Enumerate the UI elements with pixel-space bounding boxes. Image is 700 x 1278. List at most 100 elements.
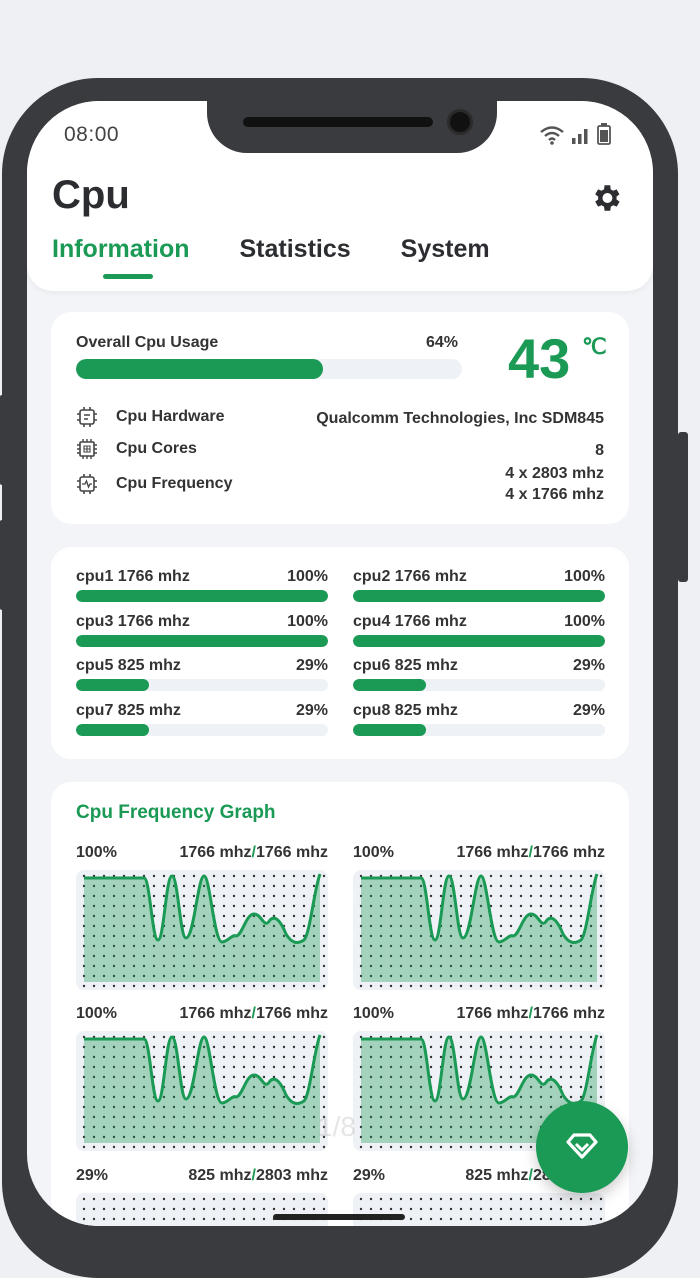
screen: 08:00 Cpu xyxy=(27,101,653,1226)
tab-information[interactable]: Information xyxy=(52,235,190,263)
chip-icon xyxy=(77,407,97,427)
core-percent: 100% xyxy=(287,568,328,585)
core-percent: 29% xyxy=(295,702,328,719)
graph-max-frequency: 1766 mhz xyxy=(255,1005,328,1022)
graph-current-frequency: 1766 mhz xyxy=(179,844,252,861)
frequency-graph-card: Cpu Frequency Graph 100% 1766 mhz/1766 m… xyxy=(51,782,629,1226)
core-percent: 29% xyxy=(572,657,605,674)
graph-separator: / xyxy=(528,1005,533,1022)
battery-icon xyxy=(597,123,611,145)
front-camera xyxy=(447,109,473,135)
core-bar xyxy=(76,635,328,647)
frequency-sparkline xyxy=(76,1031,328,1151)
core-name: cpu5 825 mhz xyxy=(76,657,181,674)
graph-percent: 100% xyxy=(353,844,394,861)
graph-percent: 100% xyxy=(353,1005,394,1022)
frequency-icon xyxy=(77,474,97,494)
graph-current-frequency: 825 mhz xyxy=(465,1167,529,1184)
graph-current-frequency: 825 mhz xyxy=(188,1167,252,1184)
graph-current-frequency: 1766 mhz xyxy=(456,1005,529,1022)
temperature: 43 xyxy=(508,327,571,390)
cores-value: 8 xyxy=(595,442,604,459)
graph-separator: / xyxy=(528,1167,533,1184)
graph-current-frequency: 1766 mhz xyxy=(179,1005,252,1022)
cores-card: cpu1 1766 mhz 100% cpu2 1766 mhz 100% cp… xyxy=(51,547,629,759)
graph-percent: 100% xyxy=(76,844,117,861)
core-percent: 29% xyxy=(572,702,605,719)
hardware-value: Qualcomm Technologies, Inc SDM845 xyxy=(316,410,604,427)
frequency-sparkline xyxy=(353,1031,605,1151)
power-button xyxy=(678,432,688,582)
frequency-value-2: 4 x 1766 mhz xyxy=(505,486,604,503)
frequency-sparkline xyxy=(353,870,605,990)
graph-separator: / xyxy=(251,1167,256,1184)
core-name: cpu6 825 mhz xyxy=(353,657,458,674)
speaker xyxy=(243,117,433,127)
core-bar-fill xyxy=(76,679,150,691)
diamond-icon xyxy=(566,1133,598,1159)
graph-frequency: 1766 mhz/1766 mhz xyxy=(456,1005,605,1023)
frequency-sparkline xyxy=(76,1193,328,1226)
frequency-label: Cpu Frequency xyxy=(116,475,233,492)
usage-bar xyxy=(76,359,462,379)
premium-button[interactable] xyxy=(536,1101,628,1193)
core-bar xyxy=(76,724,328,736)
active-tab-indicator xyxy=(103,274,153,279)
cores-icon xyxy=(77,439,97,459)
core-name: cpu4 1766 mhz xyxy=(353,613,467,630)
frequency-value: 4 x 2803 mhz 4 x 1766 mhz xyxy=(505,463,604,505)
hardware-label: Cpu Hardware xyxy=(116,408,225,425)
core-percent: 100% xyxy=(287,613,328,630)
camera-notch xyxy=(207,101,497,153)
frequency-value-1: 4 x 2803 mhz xyxy=(505,465,604,482)
core-bar-fill xyxy=(353,635,605,647)
core-bar xyxy=(353,635,605,647)
core-bar-fill xyxy=(76,635,328,647)
core-name: cpu1 1766 mhz xyxy=(76,568,190,585)
graph-max-frequency: 1766 mhz xyxy=(532,844,605,861)
core-bar xyxy=(76,679,328,691)
cores-label: Cpu Cores xyxy=(116,440,197,457)
tab-bar: Information Statistics System xyxy=(52,235,540,264)
status-icons xyxy=(539,123,611,145)
graph-current-frequency: 1766 mhz xyxy=(456,844,529,861)
core-bar-fill xyxy=(76,724,150,736)
graph-separator: / xyxy=(251,1005,256,1022)
core-percent: 29% xyxy=(295,657,328,674)
core-name: cpu7 825 mhz xyxy=(76,702,181,719)
page-title: Cpu xyxy=(52,173,130,217)
graph-separator: / xyxy=(528,844,533,861)
core-bar xyxy=(353,724,605,736)
frequency-sparkline xyxy=(76,870,328,990)
signal-icon xyxy=(572,129,588,144)
tab-system[interactable]: System xyxy=(400,235,490,263)
graph-frequency: 1766 mhz/1766 mhz xyxy=(179,1005,328,1023)
usage-percent: 64% xyxy=(426,334,459,351)
home-indicator xyxy=(273,1214,405,1220)
core-name: cpu2 1766 mhz xyxy=(353,568,467,585)
core-percent: 100% xyxy=(564,613,605,630)
cpu-overview-card: Overall Cpu Usage 64% 43 ℃ Cpu Hardware … xyxy=(51,312,629,524)
status-time: 08:00 xyxy=(64,123,120,146)
temperature-unit: ℃ xyxy=(582,334,607,359)
graph-percent: 29% xyxy=(353,1167,386,1184)
core-name: cpu8 825 mhz xyxy=(353,702,458,719)
app-header: 08:00 Cpu xyxy=(27,101,653,291)
wifi-icon xyxy=(540,126,564,145)
tab-statistics[interactable]: Statistics xyxy=(239,235,351,263)
graph-percent: 29% xyxy=(76,1167,109,1184)
core-bar xyxy=(76,590,328,602)
core-bar-fill xyxy=(353,724,427,736)
graph-frequency: 1766 mhz/1766 mhz xyxy=(456,844,605,862)
graph-title: Cpu Frequency Graph xyxy=(76,802,276,823)
graph-max-frequency: 2803 mhz xyxy=(255,1167,328,1184)
graph-frequency: 1766 mhz/1766 mhz xyxy=(179,844,328,862)
graph-percent: 100% xyxy=(76,1005,117,1022)
frequency-sparkline xyxy=(353,1193,605,1226)
core-bar-fill xyxy=(353,679,427,691)
usage-bar-fill xyxy=(76,359,324,379)
gear-icon[interactable] xyxy=(589,181,623,215)
graph-separator: / xyxy=(251,844,256,861)
core-name: cpu3 1766 mhz xyxy=(76,613,190,630)
core-bar-fill xyxy=(353,590,605,602)
